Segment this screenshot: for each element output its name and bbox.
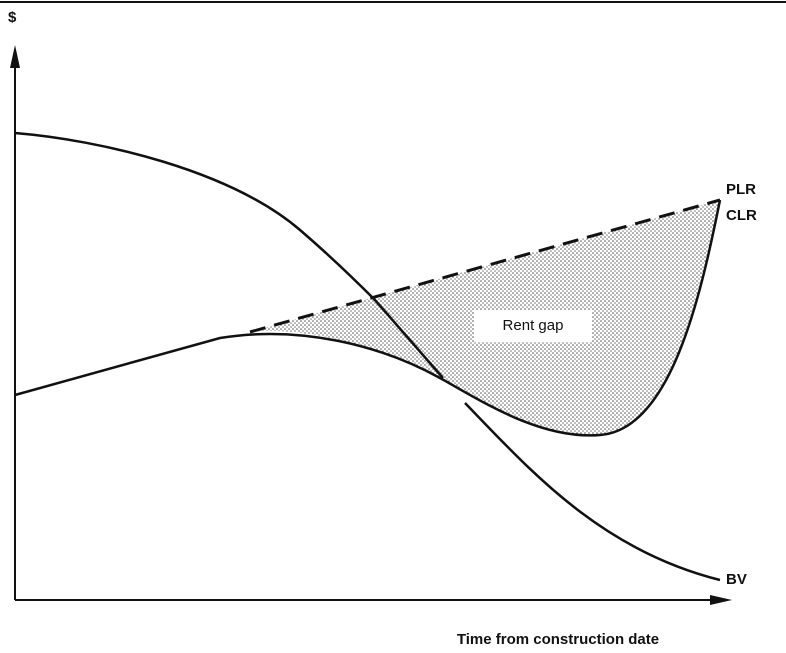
y-arrow [10, 45, 20, 68]
plr-line [249, 198, 721, 334]
label-background [474, 310, 592, 342]
x-arrow [710, 595, 732, 605]
bv-curve [14, 131, 444, 379]
bv-label: BV [726, 571, 747, 588]
x-axis-label: Time from construction date [457, 631, 659, 648]
y-axis-label: $ [8, 9, 17, 26]
clr-label: CLR [726, 207, 757, 224]
plr-label: PLR [726, 181, 756, 198]
bv-curve [464, 402, 721, 582]
rent-gap-label: Rent gap [503, 317, 564, 334]
clr-curve [14, 199, 722, 437]
